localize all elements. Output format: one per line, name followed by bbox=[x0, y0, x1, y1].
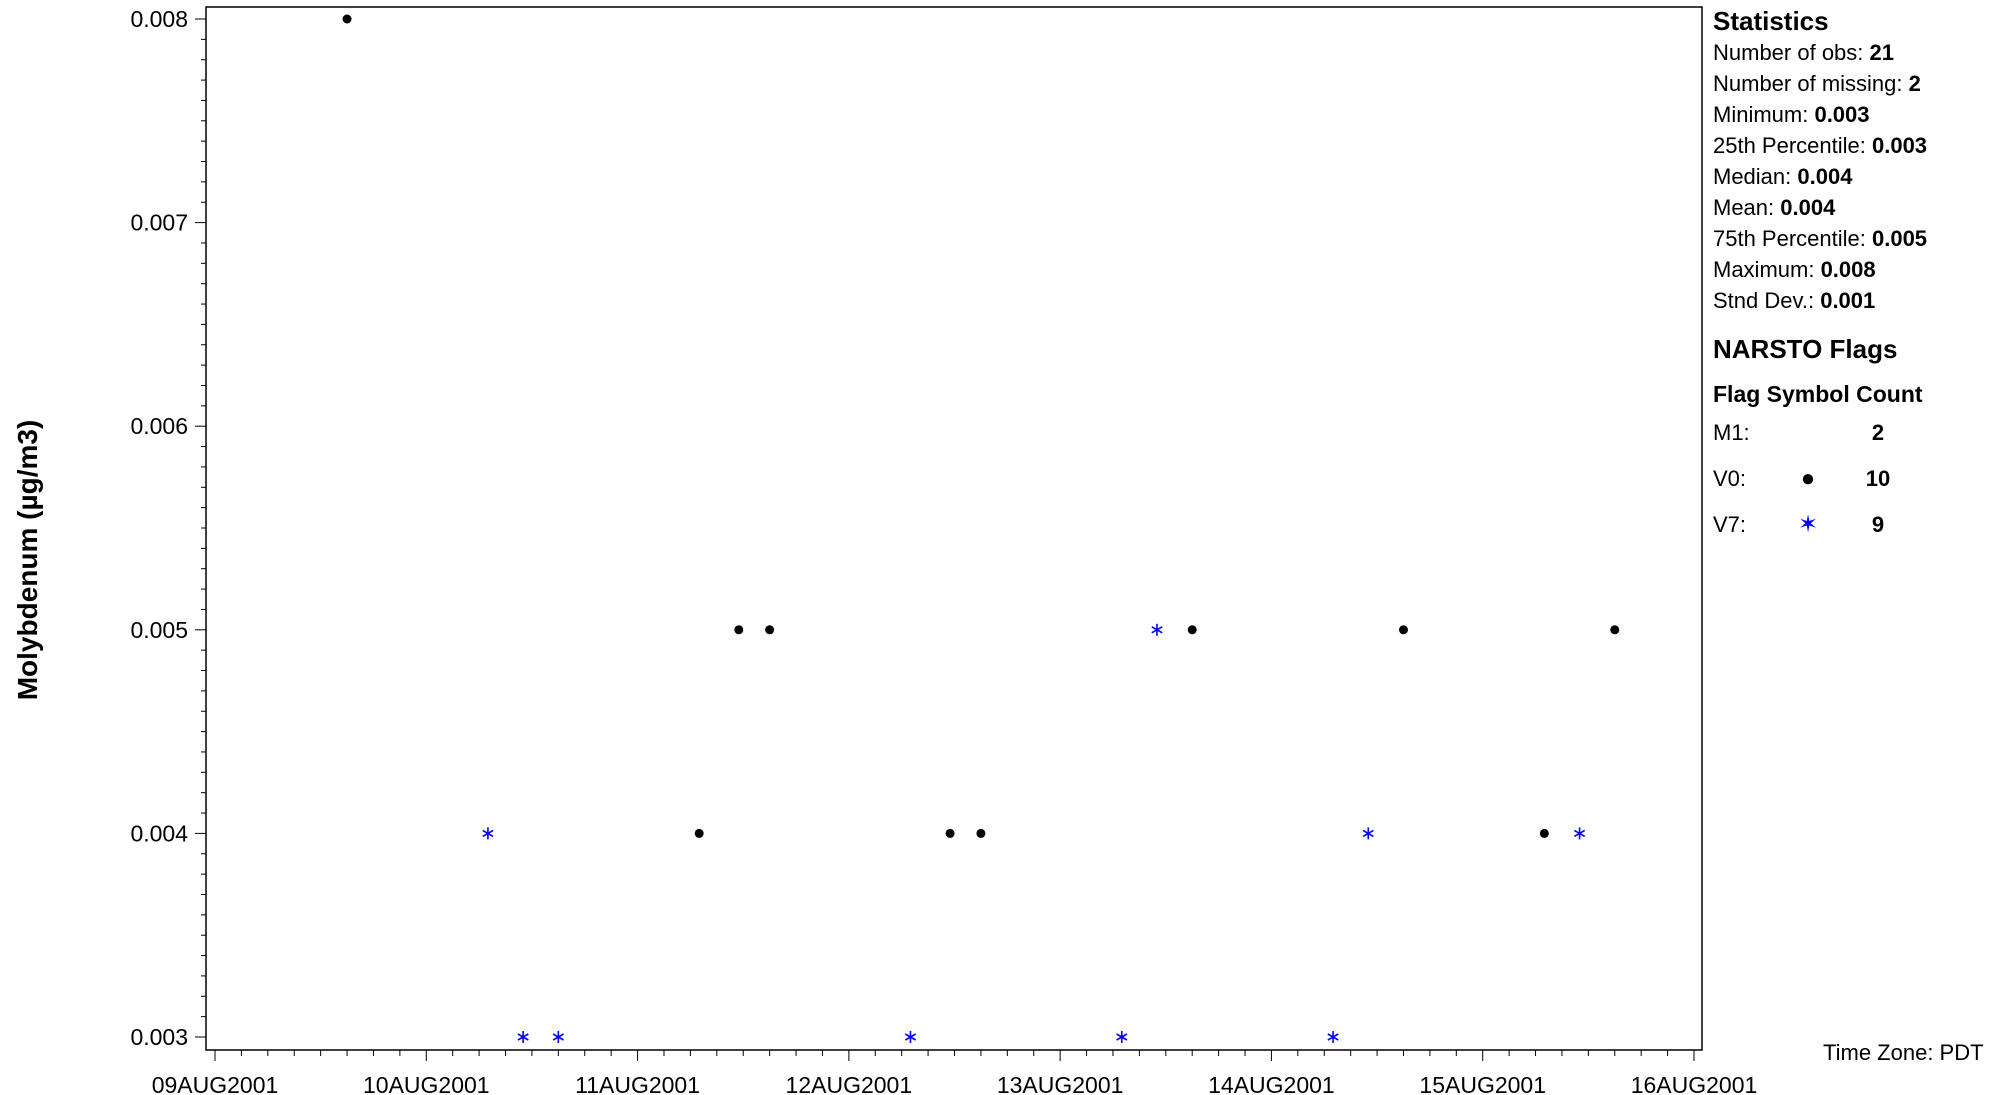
plot-frame bbox=[205, 6, 1703, 1051]
point-v0 bbox=[734, 625, 744, 635]
statistic-label: 75th Percentile: bbox=[1713, 226, 1872, 251]
point-v0 bbox=[1610, 625, 1620, 635]
flag-symbol-icon: ✶ bbox=[1797, 511, 1819, 538]
y-tick-label: 0.007 bbox=[130, 210, 188, 236]
flags-heading: NARSTO Flags bbox=[1713, 334, 1898, 364]
y-axis: 0.003 0.004 0.005 0.006 0.007 0.008 bbox=[130, 6, 206, 1050]
point-v0 bbox=[945, 828, 955, 838]
x-tick-label: 16AUG2001 bbox=[1631, 1072, 1758, 1095]
flags-table: M1: 2 V0: ● 10 V7: ✶ 9 bbox=[1713, 410, 2003, 548]
point-v7 bbox=[1327, 1031, 1339, 1043]
statistic-row: 75th Percentile: 0.005 bbox=[1713, 223, 2003, 254]
statistic-row: Number of missing: 2 bbox=[1713, 68, 2003, 99]
x-tick-label: 15AUG2001 bbox=[1419, 1072, 1546, 1095]
statistics-list: Number of obs: 21 Number of missing: 2 Min… bbox=[1713, 37, 2003, 316]
point-v0 bbox=[694, 828, 704, 838]
data-marks bbox=[342, 14, 1620, 1043]
point-v7 bbox=[904, 1031, 917, 1043]
statistic-value: 0.005 bbox=[1871, 226, 1928, 251]
statistic-row: Median: 0.004 bbox=[1713, 161, 2003, 192]
point-v7 bbox=[1573, 827, 1586, 840]
x-tick-label: 14AUG2001 bbox=[1208, 1072, 1335, 1095]
statistic-label: 25th Percentile: bbox=[1713, 133, 1872, 158]
statistic-value: 2 bbox=[1908, 71, 1921, 96]
flag-count: 2 bbox=[1871, 420, 1885, 445]
point-v0 bbox=[976, 828, 986, 838]
statistic-label: Number of missing: bbox=[1713, 71, 1909, 96]
statistics-heading: Statistics bbox=[1713, 6, 1829, 36]
flag-code: V7: bbox=[1713, 512, 1747, 537]
y-tick-label: 0.003 bbox=[130, 1024, 188, 1050]
point-v7 bbox=[1151, 623, 1163, 636]
point-v0 bbox=[1187, 625, 1197, 635]
point-v0 bbox=[1398, 625, 1408, 635]
flag-row: V7: ✶ 9 bbox=[1713, 502, 2003, 548]
point-v0 bbox=[1539, 828, 1549, 838]
x-tick-label: 13AUG2001 bbox=[997, 1072, 1124, 1095]
flag-code: M1: bbox=[1713, 420, 1750, 445]
flag-row: V0: ● 10 bbox=[1713, 456, 2003, 502]
statistic-label: Median: bbox=[1713, 164, 1798, 189]
x-tick-label: 10AUG2001 bbox=[363, 1072, 490, 1095]
flag-code: V0: bbox=[1713, 466, 1747, 491]
statistic-row: 25th Percentile: 0.003 bbox=[1713, 130, 2003, 161]
x-tick-label: 12AUG2001 bbox=[786, 1072, 913, 1095]
statistic-row: Mean: 0.004 bbox=[1713, 192, 2003, 223]
statistic-value: 0.001 bbox=[1820, 288, 1876, 313]
point-v0 bbox=[342, 14, 352, 24]
statistic-value: 0.004 bbox=[1797, 164, 1853, 189]
y-tick-label: 0.005 bbox=[130, 617, 188, 643]
y-tick-label: 0.004 bbox=[130, 820, 188, 846]
point-v0 bbox=[765, 625, 775, 635]
x-tick-label: 11AUG2001 bbox=[575, 1072, 700, 1095]
statistic-row: Stnd Dev.: 0.001 bbox=[1713, 285, 2003, 316]
flag-count: 9 bbox=[1871, 512, 1885, 537]
statistic-value: 0.008 bbox=[1820, 257, 1876, 282]
statistic-row: Maximum: 0.008 bbox=[1713, 254, 2003, 285]
statistic-row: Number of obs: 21 bbox=[1713, 37, 2003, 68]
statistic-label: Minimum: bbox=[1713, 102, 1815, 127]
point-v7 bbox=[552, 1031, 564, 1043]
flag-symbol-icon: ● bbox=[1800, 465, 1816, 492]
x-axis: 09AUG2001 10AUG2001 11AUG2001 12AUG2001 13AU… bbox=[152, 1050, 1758, 1095]
flag-row: M1: 2 bbox=[1713, 410, 2003, 456]
y-axis-label: Molybdenum (µg/m3) bbox=[12, 419, 43, 701]
statistic-label: Number of obs: bbox=[1713, 40, 1870, 65]
point-v7 bbox=[1362, 827, 1374, 840]
statistic-value: 0.004 bbox=[1780, 195, 1836, 220]
statistic-value: 21 bbox=[1869, 40, 1894, 65]
flags-column-header: Flag Symbol Count bbox=[1713, 381, 1923, 407]
point-v7 bbox=[1116, 1031, 1128, 1043]
statistic-label: Mean: bbox=[1713, 195, 1781, 220]
statistic-label: Maximum: bbox=[1713, 257, 1821, 282]
y-tick-label: 0.008 bbox=[130, 6, 188, 32]
flag-count: 10 bbox=[1865, 466, 1891, 491]
y-tick-label: 0.006 bbox=[130, 413, 188, 439]
time-zone-label: Time Zone: PDT bbox=[1823, 1040, 1984, 1065]
x-tick-label: 09AUG2001 bbox=[152, 1072, 279, 1095]
statistic-row: Minimum: 0.003 bbox=[1713, 99, 2003, 130]
statistic-value: 0.003 bbox=[1871, 133, 1928, 158]
point-v7 bbox=[482, 827, 494, 840]
statistic-label: Stnd Dev.: bbox=[1713, 288, 1821, 313]
point-v7 bbox=[517, 1031, 529, 1043]
statistic-value: 0.003 bbox=[1814, 102, 1870, 127]
side-panel: Statistics Number of obs: 21 Number of mi… bbox=[1713, 6, 2003, 548]
